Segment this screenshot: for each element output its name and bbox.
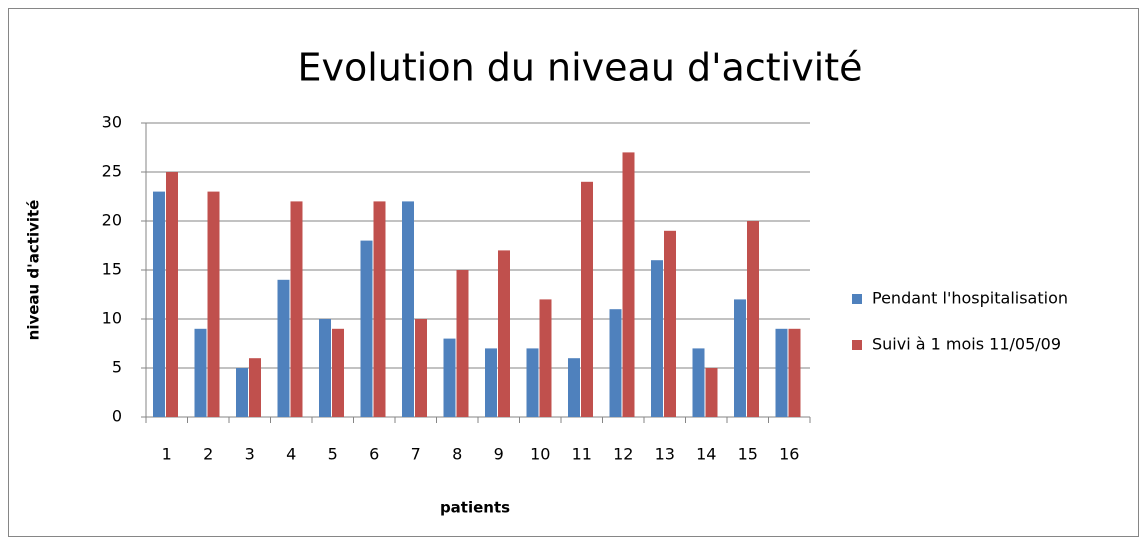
x-tick-label: 12: [613, 445, 633, 464]
bar: [609, 309, 622, 417]
bar: [734, 299, 746, 417]
bar: [568, 358, 580, 417]
x-tick-label: 3: [245, 445, 255, 464]
x-tick-label: 4: [286, 445, 296, 464]
x-axis-label: patients: [440, 499, 510, 517]
bar: [443, 338, 456, 417]
bar: [402, 201, 414, 417]
bar: [332, 328, 344, 417]
x-tick-label: 13: [655, 445, 675, 464]
y-tick-label: 20: [102, 211, 122, 230]
y-tick-label: 5: [112, 358, 122, 377]
y-tick-label: 30: [102, 113, 122, 132]
x-tick-label: 2: [203, 445, 213, 464]
bar: [319, 319, 331, 417]
y-axis-label: niveau d'activité: [25, 200, 43, 341]
bar: [788, 328, 801, 417]
x-tick-label: 10: [530, 445, 550, 464]
bar: [153, 191, 165, 417]
x-tick-label: 9: [494, 445, 504, 464]
bar: [526, 348, 539, 417]
chart-border: [8, 8, 1139, 537]
bar: [775, 328, 788, 417]
bar: [249, 358, 261, 417]
bar: [277, 279, 290, 417]
bar: [498, 250, 510, 417]
bar: [747, 221, 759, 417]
x-tick-label: 11: [572, 445, 592, 464]
bar: [581, 181, 593, 417]
legend-swatch: [852, 340, 862, 350]
x-tick-label: 16: [779, 445, 799, 464]
bar: [415, 319, 427, 417]
legend-swatch: [852, 294, 862, 304]
bar: [194, 328, 207, 417]
chart-title: Evolution du niveau d'activité: [297, 46, 862, 90]
bar: [664, 230, 676, 417]
bar: [705, 368, 718, 417]
x-tick-label: 8: [452, 445, 462, 464]
legend-label: Pendant l'hospitalisation: [872, 289, 1068, 308]
bar: [539, 299, 552, 417]
bar: [290, 201, 303, 417]
bar: [373, 201, 386, 417]
y-tick-label: 15: [102, 260, 122, 279]
x-tick-label: 7: [411, 445, 421, 464]
bar: [456, 270, 469, 417]
bar: [207, 191, 220, 417]
x-tick-label: 5: [328, 445, 338, 464]
bar: [651, 260, 663, 417]
bar: [236, 368, 248, 417]
y-tick-label: 25: [102, 162, 122, 181]
x-tick-label: 14: [696, 445, 716, 464]
bar: [166, 172, 178, 417]
y-tick-label: 0: [112, 407, 122, 426]
x-tick-label: 15: [738, 445, 758, 464]
x-tick-label: 1: [162, 445, 172, 464]
bar: [622, 152, 635, 417]
bar: [360, 240, 373, 417]
bar: [692, 348, 705, 417]
bar: [485, 348, 497, 417]
x-tick-label: 6: [369, 445, 379, 464]
legend-label: Suivi à 1 mois 11/05/09: [872, 335, 1061, 354]
y-tick-label: 10: [102, 309, 122, 328]
